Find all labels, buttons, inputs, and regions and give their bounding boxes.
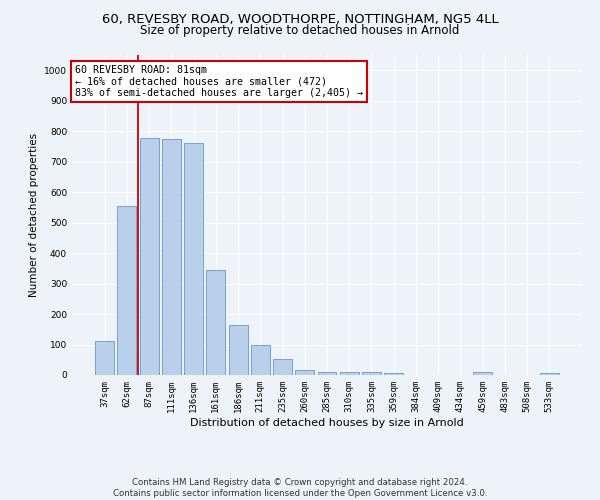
Bar [206,270,225,375]
Bar [317,372,337,375]
Bar [384,373,403,375]
Bar [340,372,359,375]
Bar [540,372,559,375]
Bar [118,206,136,375]
Bar [251,346,270,375]
Text: 60 REVESBY ROAD: 81sqm
← 16% of detached houses are smaller (472)
83% of semi-de: 60 REVESBY ROAD: 81sqm ← 16% of detached… [74,64,362,98]
Bar [140,138,158,375]
Text: 60, REVESBY ROAD, WOODTHORPE, NOTTINGHAM, NG5 4LL: 60, REVESBY ROAD, WOODTHORPE, NOTTINGHAM… [101,12,499,26]
Bar [273,359,292,375]
Bar [295,370,314,375]
Bar [95,340,114,375]
X-axis label: Distribution of detached houses by size in Arnold: Distribution of detached houses by size … [190,418,464,428]
Bar [473,372,492,375]
Text: Size of property relative to detached houses in Arnold: Size of property relative to detached ho… [140,24,460,37]
Text: Contains HM Land Registry data © Crown copyright and database right 2024.
Contai: Contains HM Land Registry data © Crown c… [113,478,487,498]
Y-axis label: Number of detached properties: Number of detached properties [29,133,38,297]
Bar [184,143,203,375]
Bar [229,326,248,375]
Bar [362,372,381,375]
Bar [162,139,181,375]
